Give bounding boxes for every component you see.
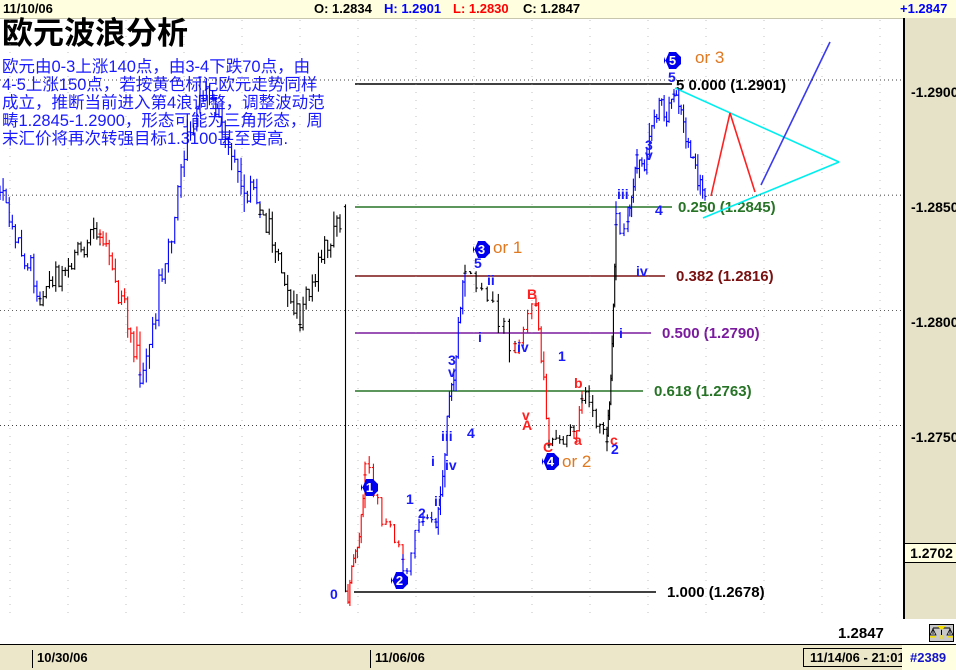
svg-text:0.382 (1.2816): 0.382 (1.2816) (676, 268, 774, 285)
svg-text:1.2847: 1.2847 (838, 625, 884, 642)
svg-text:1.000 (1.2678): 1.000 (1.2678) (667, 584, 765, 601)
svg-text:0.618 (1.2763): 0.618 (1.2763) (654, 383, 752, 400)
svg-text:5 0.000 (1.2901): 5 0.000 (1.2901) (676, 77, 786, 94)
svg-text:0.500 (1.2790): 0.500 (1.2790) (662, 325, 760, 342)
